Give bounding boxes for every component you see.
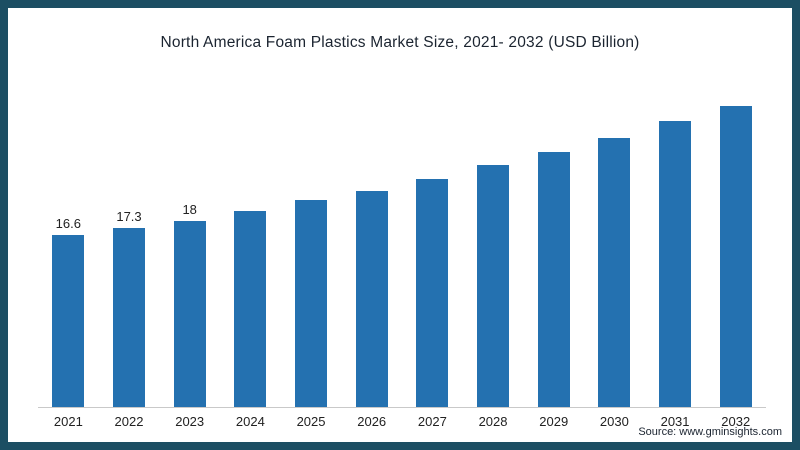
bar-column — [584, 119, 645, 407]
x-axis-tick-label: 2032 — [721, 414, 751, 429]
bar — [598, 138, 631, 407]
x-axis-tick-label: 2022 — [114, 414, 144, 429]
bar-column — [281, 181, 342, 407]
bar-column — [341, 172, 402, 407]
x-axis-tick-label: 2023 — [175, 414, 205, 429]
bar-column: 18 — [159, 202, 220, 407]
bar-column — [705, 87, 766, 407]
bar-column — [523, 133, 584, 407]
x-axis-tick-label: 2024 — [235, 414, 265, 429]
bar-column — [645, 102, 706, 407]
bar-column: 17.3 — [99, 209, 160, 407]
bar-column: 16.6 — [38, 216, 99, 407]
x-axis-tick-label: 2029 — [539, 414, 569, 429]
bar-column — [220, 192, 281, 407]
bar-value-label: 18 — [182, 202, 197, 217]
bar — [537, 152, 570, 407]
bar — [416, 179, 449, 407]
x-axis-tick-label: 2031 — [660, 414, 690, 429]
x-axis-tick-label: 2021 — [53, 414, 83, 429]
x-axis-tick-label: 2030 — [599, 414, 629, 429]
bar — [659, 121, 692, 407]
bar-value-label: 17.3 — [116, 209, 142, 224]
x-axis-tick-label: 2025 — [296, 414, 326, 429]
bar — [295, 200, 328, 407]
x-axis-tick-label: 2026 — [357, 414, 387, 429]
bar — [52, 235, 85, 407]
x-axis-labels: 2021 2022 2023 2024 2025 2026 2027 2028 2029 2030… — [38, 408, 766, 429]
bar — [173, 221, 206, 407]
bar — [113, 228, 145, 407]
chart-title: North America Foam Plastics Market Size,… — [160, 34, 640, 51]
bar-column — [463, 146, 524, 407]
bar — [719, 106, 752, 407]
x-axis-tick-label: 2027 — [417, 414, 447, 429]
bar — [355, 191, 388, 407]
source-text: Source: www.gminsights.com — [638, 426, 782, 438]
bar — [234, 211, 267, 407]
plot-area: 16.6 17.3 18 — [38, 52, 766, 408]
bar-column — [402, 160, 463, 407]
bar-value-label: 16.6 — [55, 216, 81, 231]
x-axis-tick-label: 2028 — [478, 414, 508, 429]
bar — [477, 165, 510, 407]
